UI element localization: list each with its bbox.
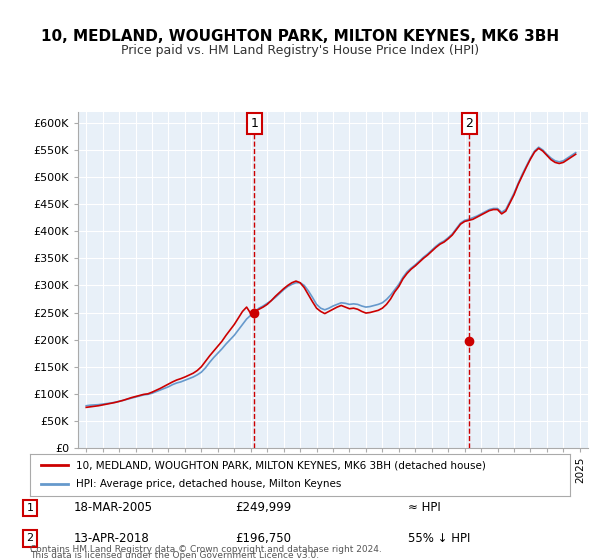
Text: 2: 2: [466, 117, 473, 130]
Text: 1: 1: [250, 117, 258, 130]
Text: This data is licensed under the Open Government Licence v3.0.: This data is licensed under the Open Gov…: [30, 551, 319, 560]
Text: 55% ↓ HPI: 55% ↓ HPI: [408, 532, 470, 545]
Text: £196,750: £196,750: [235, 532, 291, 545]
Text: ≈ HPI: ≈ HPI: [408, 501, 441, 515]
Text: 10, MEDLAND, WOUGHTON PARK, MILTON KEYNES, MK6 3BH (detached house): 10, MEDLAND, WOUGHTON PARK, MILTON KEYNE…: [76, 460, 486, 470]
Text: 13-APR-2018: 13-APR-2018: [73, 532, 149, 545]
Text: 10, MEDLAND, WOUGHTON PARK, MILTON KEYNES, MK6 3BH: 10, MEDLAND, WOUGHTON PARK, MILTON KEYNE…: [41, 29, 559, 44]
Text: Price paid vs. HM Land Registry's House Price Index (HPI): Price paid vs. HM Land Registry's House …: [121, 44, 479, 57]
Text: HPI: Average price, detached house, Milton Keynes: HPI: Average price, detached house, Milt…: [76, 479, 341, 489]
Text: 1: 1: [26, 503, 34, 513]
Text: Contains HM Land Registry data © Crown copyright and database right 2024.: Contains HM Land Registry data © Crown c…: [30, 545, 382, 554]
Text: 2: 2: [26, 533, 34, 543]
Text: 18-MAR-2005: 18-MAR-2005: [73, 501, 152, 515]
Text: £249,999: £249,999: [235, 501, 292, 515]
